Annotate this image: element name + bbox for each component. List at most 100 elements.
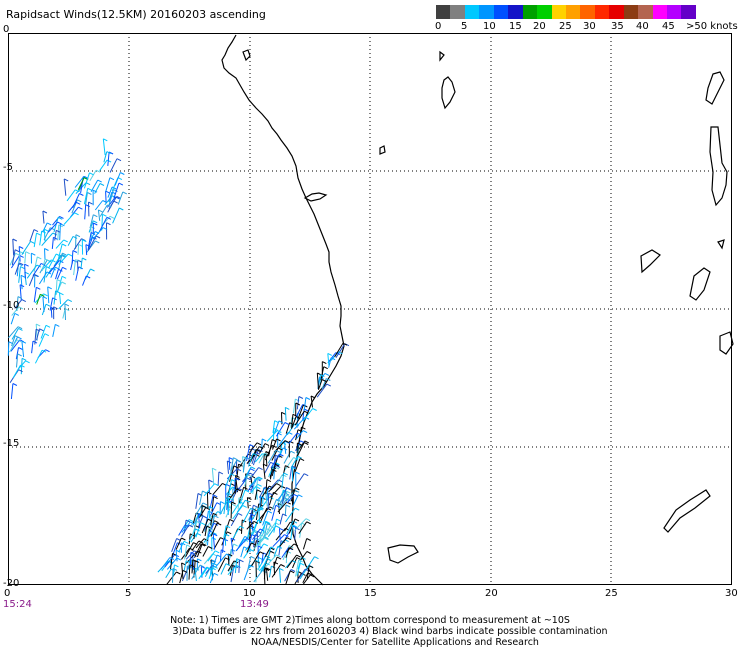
- wind-barb: [246, 542, 252, 553]
- x-tick-label: 10: [243, 588, 256, 599]
- wind-barb: [165, 568, 172, 579]
- wind-barb-flag: [308, 565, 314, 569]
- wind-barb: [285, 422, 291, 434]
- wind-barb: [10, 313, 16, 325]
- wind-barb-flag: [19, 254, 24, 258]
- wind-barb: [230, 513, 239, 527]
- wind-barb-flag: [294, 518, 300, 522]
- wind-barb: [270, 453, 280, 469]
- wind-barb: [273, 519, 277, 533]
- legend-label: 35: [611, 21, 624, 32]
- wind-barb-flag: [234, 477, 240, 481]
- wind-barb: [220, 563, 227, 575]
- wind-barb-flag: [212, 532, 217, 535]
- wind-barb-flag: [263, 537, 269, 540]
- legend-label: 25: [559, 21, 572, 32]
- wind-barb: [55, 269, 59, 280]
- wind-barb: [286, 520, 294, 535]
- wind-barb-flag: [276, 556, 282, 560]
- wind-barb: [26, 264, 38, 279]
- wind-barb: [253, 534, 256, 548]
- wind-barb-flag: [256, 489, 262, 493]
- wind-barb: [273, 561, 276, 576]
- wind-barb-flag: [278, 420, 284, 424]
- wind-barb-flag: [273, 427, 279, 431]
- wind-barb: [253, 570, 263, 583]
- wind-barb-flag: [303, 442, 309, 445]
- wind-barb: [72, 193, 80, 209]
- wind-barb: [191, 564, 201, 580]
- wind-barb-flag: [188, 519, 194, 523]
- wind-barb-flag: [25, 360, 30, 364]
- wind-barb: [310, 395, 313, 408]
- wind-barb-flag: [285, 406, 290, 410]
- grid-lines: [8, 33, 732, 585]
- wind-barb-flag: [295, 471, 300, 475]
- wind-barb: [181, 524, 190, 537]
- wind-barb: [191, 540, 200, 551]
- wind-barb: [285, 560, 293, 569]
- wind-barb: [272, 420, 276, 434]
- wind-barb: [83, 188, 89, 205]
- wind-barb: [258, 452, 265, 464]
- wind-barb: [184, 544, 188, 560]
- wind-barb: [203, 553, 213, 565]
- wind-barb-flag: [57, 216, 63, 220]
- wind-barb-flag: [335, 352, 341, 356]
- wind-barb-flag: [275, 449, 281, 453]
- wind-barb-flag: [189, 564, 195, 568]
- wind-barb-flag: [249, 472, 255, 476]
- wind-barb-flag: [14, 249, 20, 253]
- wind-barb: [54, 230, 57, 241]
- wind-barb: [261, 552, 264, 564]
- wind-barb-flag: [247, 474, 253, 478]
- wind-barb: [334, 342, 344, 358]
- wind-barb: [200, 567, 208, 578]
- wind-barb: [33, 256, 38, 273]
- wind-barb: [252, 449, 259, 466]
- wind-barb: [306, 565, 310, 580]
- wind-barb: [270, 479, 279, 489]
- wind-barb-flag: [295, 402, 301, 406]
- wind-barb: [63, 212, 75, 225]
- wind-barb-flag: [59, 292, 64, 296]
- wind-barb: [266, 487, 269, 501]
- legend-label: 30: [583, 21, 596, 32]
- wind-barb-flag: [30, 240, 35, 244]
- wind-barb: [48, 260, 60, 274]
- wind-barb: [171, 538, 178, 552]
- wind-barb: [255, 561, 257, 578]
- wind-barb: [273, 546, 279, 557]
- legend-swatch: [594, 5, 610, 19]
- wind-barb-flag: [258, 449, 263, 453]
- wind-barb-flag: [113, 200, 118, 204]
- wind-barb-flag: [279, 567, 284, 571]
- wind-barb: [34, 329, 37, 345]
- legend-swatch: [436, 5, 451, 19]
- wind-barb-flag: [269, 525, 275, 529]
- wind-barb: [201, 519, 209, 534]
- wind-barb-flag: [206, 525, 211, 529]
- wind-barb: [284, 407, 287, 421]
- wind-barb: [47, 286, 50, 304]
- wind-barb: [179, 570, 184, 584]
- wind-barb: [228, 457, 231, 470]
- wind-barb-flag: [266, 557, 272, 561]
- wind-barb-flag: [18, 347, 23, 350]
- wind-barb: [215, 553, 227, 568]
- wind-barb-flag: [213, 496, 218, 500]
- wind-barb-flag: [113, 189, 118, 193]
- wind-barb: [243, 549, 251, 559]
- wind-barb: [44, 248, 46, 260]
- wind-barb-flag: [185, 519, 191, 523]
- wind-barb: [8, 326, 19, 339]
- wind-barb-flag: [276, 554, 281, 558]
- wind-barb-flag: [303, 408, 309, 412]
- legend-swatch: [464, 5, 480, 19]
- wind-barb-flag: [55, 229, 61, 233]
- wind-barb-flag: [280, 564, 285, 567]
- legend-swatch: [681, 5, 696, 19]
- wind-barb: [198, 507, 207, 518]
- wind-barb: [317, 379, 323, 390]
- wind-barb-flag: [87, 192, 92, 195]
